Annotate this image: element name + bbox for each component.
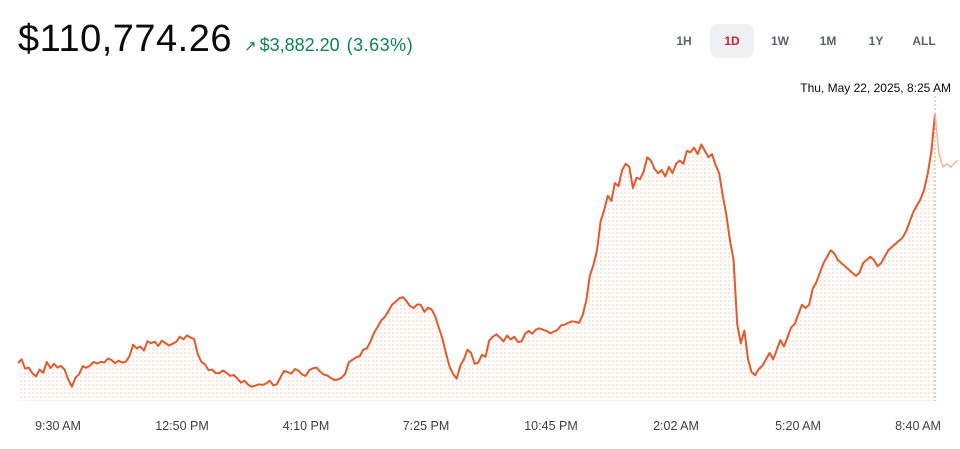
x-tick-label: 7:25 PM	[403, 419, 450, 433]
time-range-selector: 1H 1D 1W 1M 1Y ALL	[662, 24, 946, 58]
current-price: $110,774.26	[18, 18, 232, 60]
price-area-fill	[18, 114, 935, 401]
x-tick-label: 8:40 AM	[895, 419, 941, 433]
price-line	[17, 114, 936, 388]
x-tick-label: 9:30 AM	[35, 419, 81, 433]
change-amount: $3,882.20	[259, 35, 340, 55]
price-change: ↗ $3,882.20 (3.63%)	[244, 35, 413, 56]
range-button-1y[interactable]: 1Y	[868, 34, 884, 48]
price-header: $110,774.26 ↗ $3,882.20 (3.63%)	[18, 14, 413, 64]
x-tick-label: 2:02 AM	[653, 419, 699, 433]
change-percent: (3.63%)	[346, 35, 414, 55]
price-line-after-hover	[934, 114, 959, 169]
x-tick-label: 12:50 PM	[155, 419, 209, 433]
hover-timestamp: Thu, May 22, 2025, 8:25 AM	[800, 81, 951, 95]
range-button-1m[interactable]: 1M	[819, 34, 837, 48]
x-tick-label: 10:45 PM	[524, 419, 578, 433]
price-chart[interactable]: 9:30 AM 12:50 PM 4:10 PM 7:25 PM 10:45 PM 2:0…	[0, 96, 960, 449]
range-button-1w[interactable]: 1W	[771, 34, 789, 48]
range-button-1h[interactable]: 1H	[676, 34, 692, 48]
range-button-all[interactable]: ALL	[912, 34, 936, 48]
range-button-1d[interactable]: 1D	[710, 24, 754, 58]
trend-up-arrow-icon: ↗	[244, 38, 257, 55]
x-tick-label: 4:10 PM	[283, 419, 330, 433]
x-tick-label: 5:20 AM	[775, 419, 821, 433]
